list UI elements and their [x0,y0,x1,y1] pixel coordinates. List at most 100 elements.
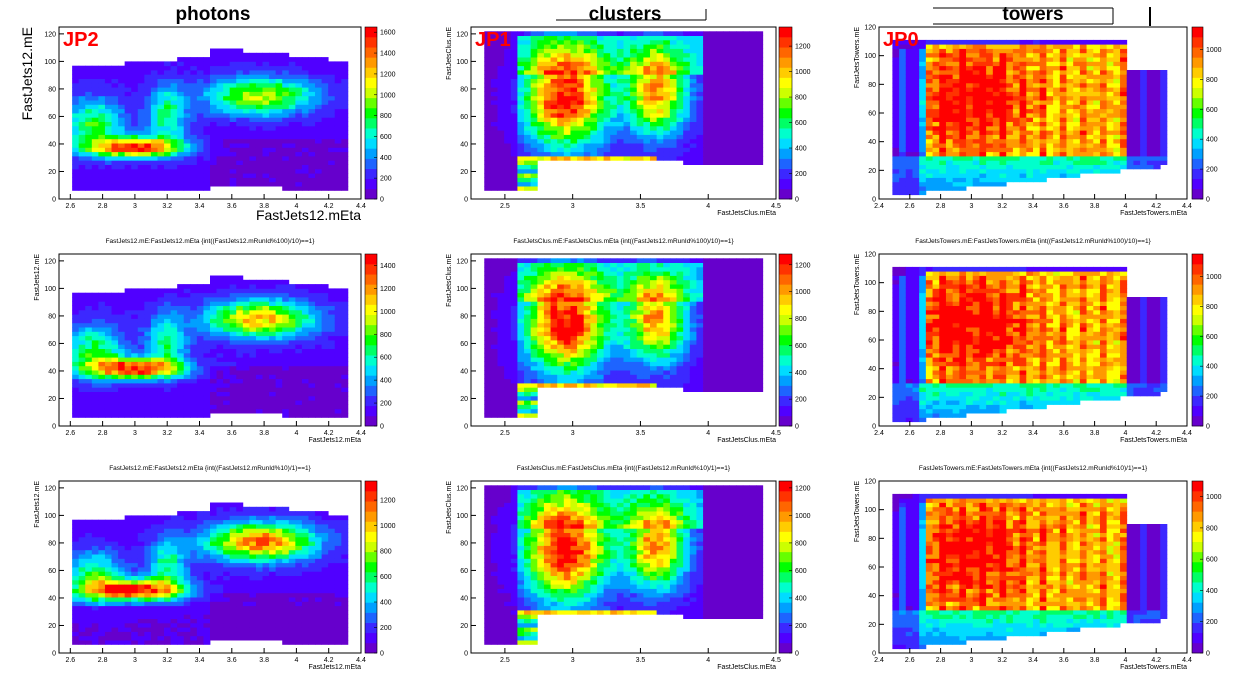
heat-cell [723,135,730,140]
heat-cell [131,66,138,71]
heat-cell [335,70,342,75]
heat-cell [217,349,224,354]
heat-cell [98,182,105,187]
heat-cell [138,152,145,157]
heat-cell [197,301,204,306]
heat-cell [953,44,960,49]
heat-cell [1120,130,1127,135]
heat-cell [223,178,230,183]
heat-cell [919,100,926,105]
heat-cell [892,173,899,178]
heat-cell [98,306,105,311]
heat-cell [683,87,690,92]
heat-cell [1000,87,1007,92]
heat-cell [1066,139,1073,144]
heat-cell [190,331,197,336]
heat-cell [498,57,505,62]
heat-cell [577,104,584,109]
heat-cell [703,130,710,135]
heat-cell [197,336,204,341]
heat-cell [590,156,597,161]
colorbar-swatch [779,78,792,88]
heat-cell [537,49,544,54]
heat-cell [933,135,940,140]
heat-cell [217,139,224,144]
heat-cell [217,374,224,379]
heat-cell [151,409,158,414]
heat-cell [933,126,940,131]
heat-cell [171,113,178,118]
heat-cell [125,87,132,92]
colorbar-tick-label: 200 [380,176,392,183]
heat-cell [1033,143,1040,148]
heat-cell [892,152,899,157]
heat-cell [190,374,197,379]
heat-cell [933,160,940,165]
heat-cell [723,96,730,101]
heat-cell [249,70,256,75]
heat-cell [953,79,960,84]
heat-cell [912,113,919,118]
heat-cell [144,79,151,84]
heat-cell [703,61,710,66]
heat-cell [1087,169,1094,174]
heat-cell [138,66,145,71]
heat-cell [236,173,243,178]
heat-cell [322,74,329,79]
heat-cell [131,165,138,170]
heat-cell [85,400,92,405]
heat-cell [243,331,250,336]
heat-cell [1160,83,1167,88]
heat-cell [710,143,717,148]
heat-cell [112,327,119,332]
heat-cell [610,36,617,41]
heat-cell [683,57,690,62]
heat-cell [1133,135,1140,140]
heat-cell [1060,156,1067,161]
heat-cell [203,319,210,324]
heat-cell [1026,156,1033,161]
heat-cell [105,374,112,379]
heat-cell [590,139,597,144]
y-tick-label: 0 [464,197,468,204]
heat-cell [973,61,980,66]
heat-cell [131,130,138,135]
heat-cell [210,83,217,88]
heat-cell [756,79,763,84]
heat-cell [597,143,604,148]
heat-cell [630,83,637,88]
heat-cell [177,100,184,105]
heat-cell [1107,44,1114,49]
heat-cell [986,96,993,101]
heat-cell [223,126,230,131]
heat-cell [912,117,919,122]
heat-cell [197,374,204,379]
heat-cell [184,160,191,165]
heat-cell [164,323,171,328]
heat-cell [171,288,178,293]
heat-cell [112,409,119,414]
heat-cell [302,160,309,165]
heat-cell [610,53,617,58]
heat-cell [236,109,243,114]
heat-cell [328,152,335,157]
heat-cell [710,66,717,71]
heat-cell [643,96,650,101]
colorbar-swatch [1192,88,1203,98]
heat-cell [650,79,657,84]
heat-cell [1046,79,1053,84]
heat-cell [184,113,191,118]
heat-cell [138,413,145,418]
heat-cell [1113,66,1120,71]
heat-cell [919,74,926,79]
heat-cell [112,392,119,397]
heat-cell [256,400,263,405]
heat-cell [328,156,335,161]
heat-cell [217,293,224,298]
heat-cell [328,182,335,187]
heat-cell [138,173,145,178]
heat-cell [151,366,158,371]
heat-cell [131,186,138,191]
colorbar-swatch [779,179,792,189]
heat-cell [1040,160,1047,165]
